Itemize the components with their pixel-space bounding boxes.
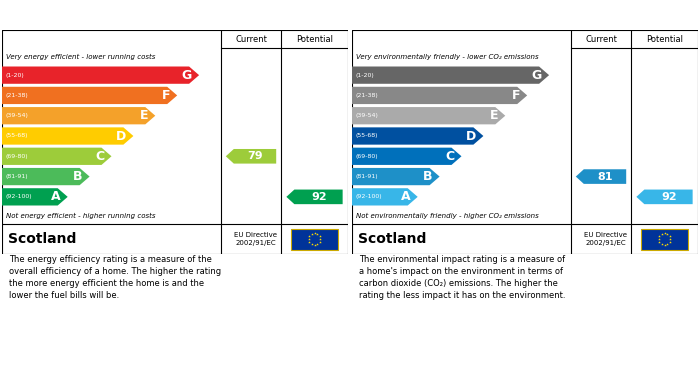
Text: (1-20): (1-20) [356,73,374,78]
Text: Potential: Potential [296,34,333,43]
Text: G: G [532,69,542,82]
Text: Very energy efficient - lower running costs: Very energy efficient - lower running co… [6,54,155,59]
Text: The energy efficiency rating is a measure of the
overall efficiency of a home. T: The energy efficiency rating is a measur… [9,255,221,300]
Text: Current: Current [235,34,267,43]
Text: (55-68): (55-68) [6,133,29,138]
Text: F: F [512,89,520,102]
Text: The environmental impact rating is a measure of
a home's impact on the environme: The environmental impact rating is a mea… [359,255,566,300]
Text: 92: 92 [312,192,328,202]
Polygon shape [2,66,199,84]
Polygon shape [2,107,155,124]
Text: (21-38): (21-38) [356,93,379,98]
Text: C: C [445,150,454,163]
Text: Not energy efficient - higher running costs: Not energy efficient - higher running co… [6,212,155,219]
Text: EU Directive
2002/91/EC: EU Directive 2002/91/EC [234,232,277,246]
Text: (55-68): (55-68) [356,133,379,138]
Polygon shape [352,188,418,206]
Polygon shape [2,168,90,185]
Text: D: D [466,129,477,142]
Text: Scotland: Scotland [8,232,76,246]
FancyBboxPatch shape [641,228,688,249]
Text: 81: 81 [598,172,613,181]
Polygon shape [352,148,461,165]
FancyBboxPatch shape [291,228,338,249]
Polygon shape [352,87,527,104]
Text: (81-91): (81-91) [356,174,379,179]
Text: B: B [423,170,433,183]
Text: A: A [401,190,411,203]
Polygon shape [352,168,440,185]
Polygon shape [286,190,342,204]
Text: (21-38): (21-38) [6,93,29,98]
Text: F: F [162,89,170,102]
Text: (39-54): (39-54) [6,113,29,118]
Text: (92-100): (92-100) [356,194,383,199]
Text: 92: 92 [662,192,678,202]
Polygon shape [576,169,627,184]
Text: Potential: Potential [646,34,683,43]
Text: G: G [182,69,192,82]
Text: Current: Current [585,34,617,43]
Polygon shape [352,127,484,145]
Text: EU Directive
2002/91/EC: EU Directive 2002/91/EC [584,232,627,246]
Text: (39-54): (39-54) [356,113,379,118]
Text: C: C [95,150,104,163]
Polygon shape [636,190,692,204]
Text: (69-80): (69-80) [6,154,29,159]
Text: (92-100): (92-100) [6,194,33,199]
Text: B: B [73,170,83,183]
Polygon shape [2,127,134,145]
Text: E: E [140,109,148,122]
Polygon shape [352,107,505,124]
Text: 79: 79 [248,151,263,161]
Text: Not environmentally friendly - higher CO₂ emissions: Not environmentally friendly - higher CO… [356,212,539,219]
Polygon shape [226,149,276,163]
Text: Scotland: Scotland [358,232,426,246]
Polygon shape [352,66,549,84]
Text: (69-80): (69-80) [356,154,379,159]
Text: (81-91): (81-91) [6,174,29,179]
Polygon shape [2,188,68,206]
Text: D: D [116,129,127,142]
Polygon shape [2,148,111,165]
Text: Environmental Impact (CO₂) Rating: Environmental Impact (CO₂) Rating [359,9,592,23]
Text: Very environmentally friendly - lower CO₂ emissions: Very environmentally friendly - lower CO… [356,54,538,59]
Text: A: A [51,190,61,203]
Text: E: E [490,109,498,122]
Text: (1-20): (1-20) [6,73,25,78]
Text: Energy Efficiency Rating: Energy Efficiency Rating [9,9,171,23]
Polygon shape [2,87,177,104]
